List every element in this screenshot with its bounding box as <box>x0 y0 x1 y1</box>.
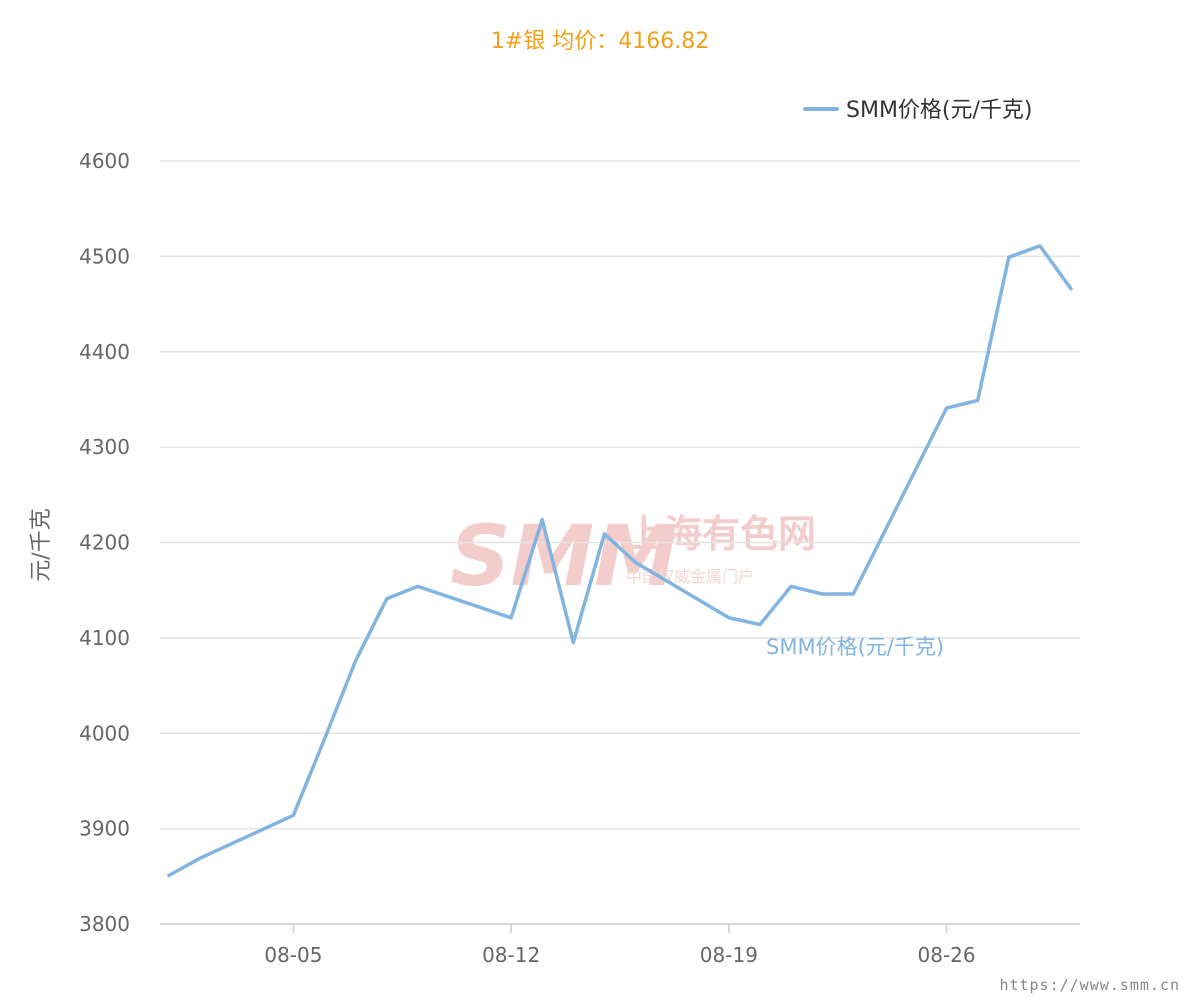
data-point[interactable] <box>195 853 205 863</box>
y-axis-ticks: 3800 3900 4000 4100 4200 4300 4400 4500 4600 <box>79 149 130 936</box>
data-point[interactable] <box>817 589 827 599</box>
data-point[interactable] <box>599 529 609 539</box>
series-inline-label: SMM价格(元/千克) <box>766 635 944 659</box>
series <box>164 241 1076 880</box>
x-tick-label: 08-19 <box>700 943 758 967</box>
watermark: SMM 上海有色网 中国权威金属门户 <box>450 507 816 605</box>
y-tick-label: 4400 <box>79 340 130 364</box>
y-axis-label: 元/千克 <box>29 508 54 581</box>
data-point[interactable] <box>413 581 423 591</box>
data-point[interactable] <box>506 613 516 623</box>
legend-label: SMM价格(元/千克) <box>846 98 1033 123</box>
data-point[interactable] <box>786 581 796 591</box>
y-tick-label: 4600 <box>79 149 130 173</box>
data-point[interactable] <box>164 870 174 880</box>
data-point[interactable] <box>382 594 392 604</box>
y-tick-label: 3900 <box>79 817 130 841</box>
chart-title: 1#银 均价：4166.82 <box>491 29 709 54</box>
data-point[interactable] <box>351 656 361 666</box>
data-point[interactable] <box>568 638 578 648</box>
data-point[interactable] <box>848 589 858 599</box>
watermark-sub: 中国权威金属门户 <box>626 567 754 586</box>
y-tick-label: 4100 <box>79 626 130 650</box>
y-tick-label: 3800 <box>79 912 130 936</box>
data-point[interactable] <box>537 515 547 525</box>
x-tick-label: 08-05 <box>264 943 322 967</box>
grid-lines <box>160 160 1080 830</box>
data-point[interactable] <box>755 620 765 630</box>
data-point[interactable] <box>942 403 952 413</box>
data-point[interactable] <box>288 810 298 820</box>
legend[interactable]: SMM价格(元/千克) <box>803 98 1033 123</box>
source-url: https://www.smm.cn <box>999 976 1180 994</box>
data-point[interactable] <box>1004 252 1014 262</box>
y-tick-label: 4300 <box>79 435 130 459</box>
x-tick-label: 08-12 <box>482 943 540 967</box>
y-tick-label: 4500 <box>79 244 130 268</box>
x-tick-label: 08-26 <box>918 943 976 967</box>
y-tick-label: 4000 <box>79 721 130 745</box>
data-point[interactable] <box>320 734 330 744</box>
data-point[interactable] <box>631 558 641 568</box>
data-point[interactable] <box>724 613 734 623</box>
watermark-logo: SMM <box>450 507 678 605</box>
data-point[interactable] <box>1066 284 1076 294</box>
watermark-name: 上海有色网 <box>626 512 816 556</box>
series-line[interactable] <box>167 244 1073 878</box>
x-axis: 08-05 08-12 08-19 08-26 <box>160 923 1080 967</box>
y-tick-label: 4200 <box>79 531 130 555</box>
data-point[interactable] <box>1035 241 1045 251</box>
data-point[interactable] <box>973 395 983 405</box>
